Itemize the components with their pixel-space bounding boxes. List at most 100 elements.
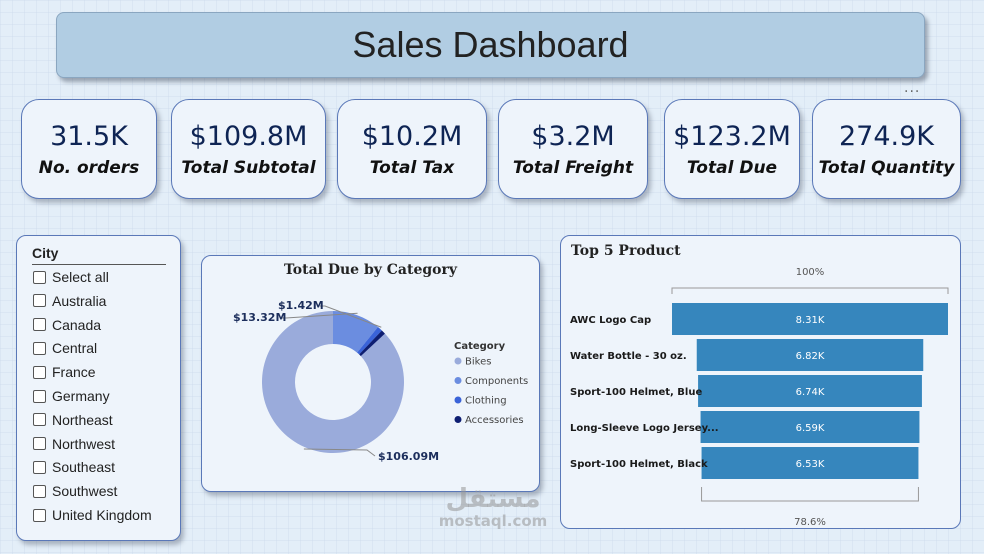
bar-value-label: 6.82K [796,351,825,362]
bar-value-label: 8.31K [796,315,825,326]
kpi-card-subtotal: $109.8M Total Subtotal [171,99,326,199]
funnel-top-percent: 100% [796,267,825,278]
legend-entry-components: Components [465,376,528,387]
donut-slice-accessories [359,330,385,357]
legend-title: Category [454,341,506,352]
category-label: Sport-100 Helmet, Blue [570,387,702,398]
kpi-value: 274.9K [838,120,934,152]
kpi-label: Total Subtotal [181,157,316,178]
checkbox[interactable] [33,318,46,332]
bar [696,339,924,371]
donut-chart: $106.09M $13.32M$1.42M Category Bikes Compon… [233,299,528,463]
kpi-label: Total Tax [369,157,455,178]
divider [32,264,166,265]
kpi-value: $109.8M [189,120,308,152]
checkbox[interactable] [33,270,46,284]
checkbox[interactable] [33,389,46,403]
category-label: Sport-100 Helmet, Black [570,459,708,470]
city-option[interactable]: Germany [33,387,110,405]
category-label: AWC Logo Cap [570,315,651,326]
watermark-url: mostaql.com [438,512,548,530]
bar [700,411,920,443]
donut-chart-panel: Total Due by Category $106.09M $13.32M $1.… [201,255,540,492]
leader-line [303,448,376,457]
checkbox[interactable] [33,437,46,451]
city-option-label: Canada [52,316,102,333]
legend-marker [454,357,462,365]
checkbox[interactable] [33,508,46,522]
kpi-label: No. orders [38,157,140,178]
city-option-label: Central [52,340,98,357]
city-option[interactable]: Southwest [33,482,117,500]
kpi-card-orders: 31.5K No. orders [21,99,157,199]
category-label: Long-Sleeve Logo Jersey... [570,423,719,434]
watermark-arabic: مستقل [445,484,541,514]
bar [672,303,948,335]
checkbox[interactable] [33,484,46,498]
city-option-label: Northwest [52,435,116,452]
kpi-card-tax: $10.2M Total Tax [337,99,487,199]
page-title: Sales Dashboard [352,24,629,65]
kpi-label: Total Quantity [818,157,955,178]
chart-title: Total Due by Category [283,262,457,278]
chart-title: Top 5 Product [571,243,681,259]
bar [701,447,919,479]
bar-chart: 100% 8.31K AWC Logo Cap 6.82K Water Bottle -… [570,267,949,528]
bar-value-label: 6.53K [796,459,825,470]
kpi-label: Total Freight [512,157,634,178]
title-bar: Sales Dashboard [56,12,925,78]
bar-value-label: 6.74K [796,387,825,398]
city-option[interactable]: Australia [33,292,106,310]
funnel-bottom-percent: 78.6% [794,517,826,528]
city-option-label: Northeast [52,411,113,428]
kpi-card-freight: $3.2M Total Freight [498,99,648,199]
legend-entry-bikes: Bikes [465,357,491,368]
kpi-value: $3.2M [531,120,615,152]
bar [698,375,922,407]
city-option[interactable]: Canada [33,316,101,334]
legend-marker [454,416,462,423]
bar-chart-panel: Top 5 Product 100% 8.31K AWC Logo Cap 6.82K… [560,235,961,529]
checkbox[interactable] [33,294,46,308]
donut-slice-bikes [261,311,404,453]
data-label-clothing: $1.42M [278,299,324,312]
data-label-bikes: $106.09M [378,450,439,463]
funnel-top-bracket [671,287,949,294]
legend-entry-accessories: Accessories [465,415,524,426]
city-option-label: Germany [52,388,110,404]
city-option[interactable]: Select all [33,268,109,286]
leader-line [320,305,382,328]
city-option-label: France [52,364,96,381]
city-option-label: Southwest [52,483,118,500]
category-label: Water Bottle - 30 oz. [570,351,687,362]
legend-marker [454,377,462,384]
city-option-label: Southeast [52,459,116,476]
city-option[interactable]: Northeast [33,411,113,429]
city-option[interactable]: United Kingdom [33,506,152,524]
checkbox[interactable] [33,341,46,355]
legend-marker [454,396,462,404]
city-option[interactable]: France [33,363,96,381]
watermark: مستقل mostaql.com [432,486,554,530]
kpi-value: $123.2M [673,120,791,152]
kpi-label: Total Due [686,157,778,178]
kpi-card-total-due: $123.2M Total Due [664,99,800,199]
legend-entry-clothing: Clothing [465,396,507,407]
slicer-title: City [32,245,59,261]
checkbox[interactable] [33,413,46,427]
funnel-bottom-bracket [701,487,919,502]
city-option[interactable]: Central [33,339,97,357]
checkbox[interactable] [33,460,46,474]
leader-line [282,312,358,319]
data-label-components: $13.32M [233,311,286,324]
city-option-label: United Kingdom [52,507,152,523]
checkbox[interactable] [33,365,46,379]
city-option[interactable]: Southeast [33,458,115,476]
more-options-icon[interactable]: ... [904,80,921,96]
kpi-value: $10.2M [361,120,463,152]
city-option[interactable]: Northwest [33,435,115,453]
bar-value-label: 6.59K [796,423,825,434]
kpi-value: 31.5K [50,120,128,152]
kpi-card-quantity: 274.9K Total Quantity [812,99,961,199]
city-slicer: City Select all Australia Canada Central Fra… [16,235,181,541]
